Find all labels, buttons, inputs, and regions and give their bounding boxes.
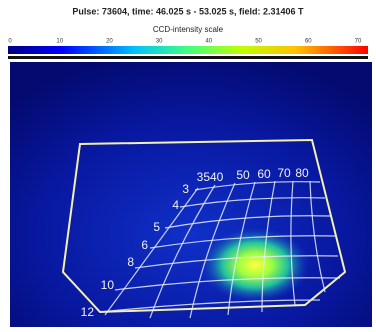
scale-label: CCD-intensity scale	[153, 25, 224, 34]
grid-label: 70	[277, 166, 291, 180]
grid-label: 4	[172, 198, 179, 212]
grid-label: 80	[295, 166, 309, 180]
scale-tick-label: 70	[355, 39, 362, 45]
grid-label: 10	[101, 278, 115, 292]
grid-label: 8	[127, 255, 134, 269]
colorbar	[8, 46, 368, 54]
grid-label: 3540	[197, 170, 224, 184]
grid-label: 6	[141, 238, 148, 252]
scale-tick-label: 40	[206, 39, 213, 45]
grid-label: 60	[257, 167, 271, 181]
scale-tick-label: 50	[255, 39, 262, 45]
scale-tick-label: 60	[305, 39, 312, 45]
grid-label: 50	[236, 168, 250, 182]
scale-tick-label: 10	[56, 39, 63, 45]
screenshot: Pulse: 73604, time: 46.025 s - 53.025 s,…	[0, 0, 376, 327]
scale-tick-label: 30	[156, 39, 163, 45]
figure: Pulse: 73604, time: 46.025 s - 53.025 s,…	[0, 0, 376, 327]
grid-label: 3	[182, 182, 189, 196]
grid-label: 5	[153, 220, 160, 234]
scale-tick-label: 20	[106, 39, 113, 45]
title: Pulse: 73604, time: 46.025 s - 53.025 s,…	[72, 6, 304, 16]
scale-tick-label: 0	[8, 39, 12, 45]
colorbar-border	[8, 56, 368, 59]
grid-label: 12	[81, 305, 95, 319]
ccd-image	[10, 62, 372, 327]
